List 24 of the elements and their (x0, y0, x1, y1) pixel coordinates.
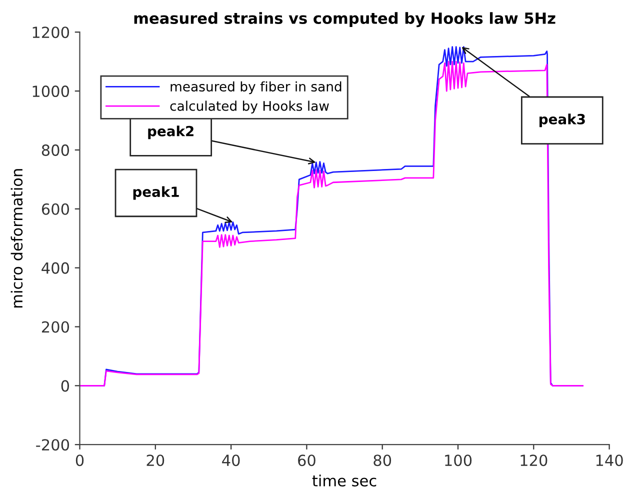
chart-title: measured strains vs computed by Hooks law 5Hz (134, 12, 556, 28)
x-tick-label: 100 (445, 454, 472, 466)
legend-label: measured by fiber in sand (170, 81, 342, 94)
x-tick-label: 80 (374, 454, 392, 466)
y-tick-label: 600 (42, 203, 70, 215)
x-tick-label: 0 (76, 454, 84, 466)
x-tick-label: 60 (298, 454, 316, 466)
annotation: peak1 (133, 186, 179, 200)
y-tick-label: -200 (36, 439, 70, 451)
annotation: peak2 (148, 126, 194, 140)
legend-label: calculated by Hooks law (170, 100, 329, 114)
y-tick-label: 1200 (32, 26, 70, 38)
y-tick-label: 0 (61, 380, 70, 392)
y-axis-title: micro deformation (10, 169, 23, 308)
y-tick-label: 200 (42, 321, 70, 333)
x-axis-title: time sec (312, 474, 376, 486)
x-tick-label: 120 (520, 454, 548, 466)
annotation: peak3 (540, 114, 585, 128)
y-tick-label: 800 (42, 144, 70, 156)
y-tick-label: 1000 (32, 86, 70, 98)
x-tick-label: 140 (596, 454, 623, 466)
y-tick-label: 400 (42, 262, 70, 274)
x-tick-label: 20 (146, 454, 164, 466)
x-tick-label: 40 (222, 454, 240, 466)
